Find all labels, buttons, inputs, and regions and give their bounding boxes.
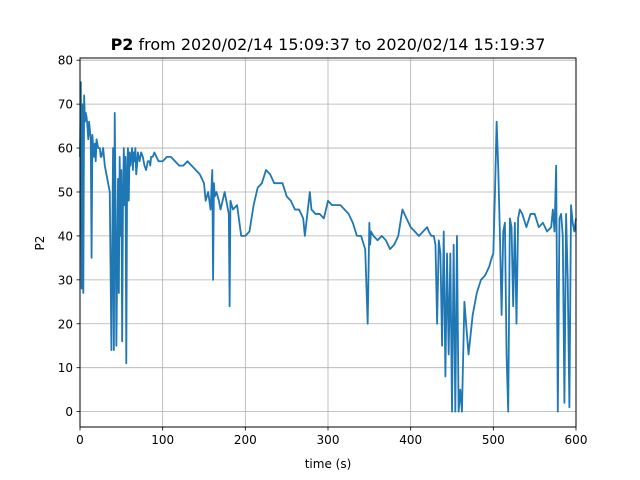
y-tick-label: 70 [58, 98, 73, 112]
x-tick-label: 500 [482, 433, 505, 447]
chart-title-rest: from 2020/02/14 15:09:37 to 2020/02/14 1… [133, 35, 545, 54]
x-axis-ticks: 0 100 200 300 400 500 600 [76, 427, 587, 447]
y-tick-label: 0 [65, 405, 73, 419]
series-line-p2 [79, 81, 577, 413]
y-tick-label: 30 [58, 273, 73, 287]
chart-title: P2 from 2020/02/14 15:09:37 to 2020/02/1… [111, 35, 546, 54]
x-tick-label: 300 [317, 433, 340, 447]
x-axis-label: time (s) [305, 457, 352, 471]
x-tick-label: 200 [234, 433, 257, 447]
x-tick-label: 0 [76, 433, 84, 447]
y-tick-label: 40 [58, 229, 73, 243]
y-tick-label: 50 [58, 185, 73, 199]
y-axis-label: P2 [33, 236, 47, 251]
chart-title-bold: P2 [111, 35, 134, 54]
y-tick-label: 10 [58, 361, 73, 375]
y-tick-label: 20 [58, 317, 73, 331]
series-layer [79, 81, 577, 413]
x-tick-label: 400 [399, 433, 422, 447]
y-tick-label: 60 [58, 142, 73, 156]
x-tick-label: 100 [151, 433, 174, 447]
y-tick-label: 80 [58, 54, 73, 68]
y-axis-ticks: 0 10 20 30 40 50 60 70 80 [58, 54, 80, 419]
x-tick-label: 600 [565, 433, 588, 447]
